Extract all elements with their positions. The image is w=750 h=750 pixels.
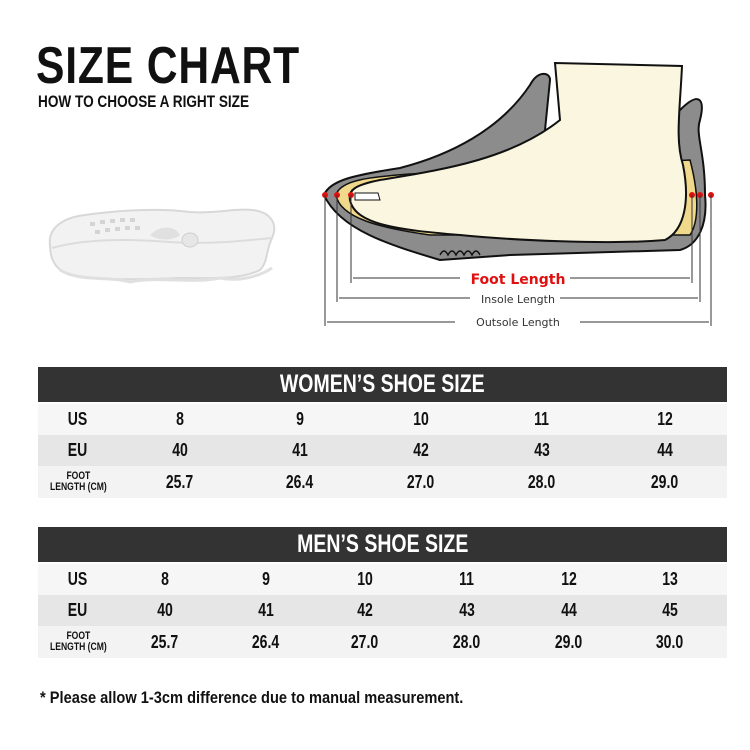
table-cell: 25.7 bbox=[151, 631, 179, 652]
table-title: WOMEN’S SHOE SIZE bbox=[38, 367, 727, 402]
table-cell: 9 bbox=[296, 409, 304, 429]
foot-measurement-diagram: Foot Length Insole Length Outsole Length bbox=[322, 61, 714, 329]
table-cell: 40 bbox=[172, 440, 188, 460]
table-cell: 44 bbox=[657, 440, 673, 460]
insole-length-label: Insole Length bbox=[481, 293, 555, 306]
table-cell: 41 bbox=[258, 600, 274, 620]
foot-shape bbox=[348, 61, 687, 244]
eu-row: EU 40 41 42 43 44 45 bbox=[38, 595, 727, 626]
row-label: US bbox=[68, 569, 88, 589]
table-title: MEN’S SHOE SIZE bbox=[38, 527, 727, 562]
row-label: FOOT LENGTH (CM) bbox=[49, 470, 107, 493]
table-cell: 45 bbox=[662, 600, 678, 620]
row-label: EU bbox=[68, 440, 88, 460]
table-cell: 8 bbox=[176, 409, 184, 429]
table-cell: 8 bbox=[161, 569, 169, 589]
table-cell: 10 bbox=[357, 569, 373, 589]
us-row: US 8 9 10 11 12 13 bbox=[38, 564, 727, 595]
table-cell: 43 bbox=[534, 440, 550, 460]
eu-row: EU 40 41 42 43 44 bbox=[38, 435, 727, 466]
foot-length-row: FOOT LENGTH (CM) 25.7 26.4 27.0 28.0 29.0 bbox=[38, 466, 727, 498]
table-cell: 41 bbox=[292, 440, 308, 460]
table-cell: 13 bbox=[662, 569, 678, 589]
table-cell: 12 bbox=[657, 409, 673, 429]
clog-shoe-image bbox=[48, 208, 276, 284]
table-cell: 26.4 bbox=[252, 631, 280, 652]
mens-size-table: MEN’S SHOE SIZE US 8 9 10 11 12 13 EU 40 41 42 43 44 4… bbox=[38, 527, 727, 658]
row-label: US bbox=[68, 409, 88, 429]
foot-length-label: Foot Length bbox=[471, 272, 566, 288]
table-cell: 9 bbox=[262, 569, 270, 589]
table-cell: 26.4 bbox=[286, 471, 314, 492]
table-cell: 25.7 bbox=[166, 471, 194, 492]
table-cell: 42 bbox=[413, 440, 429, 460]
page-subtitle: HOW TO CHOOSE A RIGHT SIZE bbox=[38, 92, 250, 111]
table-cell: 30.0 bbox=[656, 631, 684, 652]
table-cell: 40 bbox=[157, 600, 173, 620]
us-row: US 8 9 10 11 12 bbox=[38, 404, 727, 435]
table-cell: 11 bbox=[459, 569, 475, 589]
foot-length-row: FOOT LENGTH (CM) 25.7 26.4 27.0 28.0 29.0 30.0 bbox=[38, 626, 727, 658]
row-label: EU bbox=[68, 600, 88, 620]
table-cell: 27.0 bbox=[407, 471, 435, 492]
table-cell: 28.0 bbox=[453, 631, 481, 652]
table-cell: 42 bbox=[357, 600, 373, 620]
table-cell: 11 bbox=[534, 409, 550, 429]
measurement-note: * Please allow 1-3cm difference due to m… bbox=[40, 688, 464, 707]
table-cell: 43 bbox=[459, 600, 475, 620]
table-cell: 44 bbox=[561, 600, 577, 620]
table-cell: 29.0 bbox=[555, 631, 583, 652]
outsole-length-label: Outsole Length bbox=[476, 316, 560, 329]
table-cell: 12 bbox=[561, 569, 577, 589]
table-cell: 27.0 bbox=[351, 631, 379, 652]
page-title: SIZE CHART bbox=[36, 37, 301, 95]
row-label: FOOT LENGTH (CM) bbox=[49, 630, 107, 653]
table-cell: 28.0 bbox=[528, 471, 556, 492]
table-cell: 29.0 bbox=[651, 471, 679, 492]
table-cell: 10 bbox=[413, 409, 429, 429]
womens-size-table: WOMEN’S SHOE SIZE US 8 9 10 11 12 EU 40 41 42 43 44 F… bbox=[38, 367, 727, 498]
